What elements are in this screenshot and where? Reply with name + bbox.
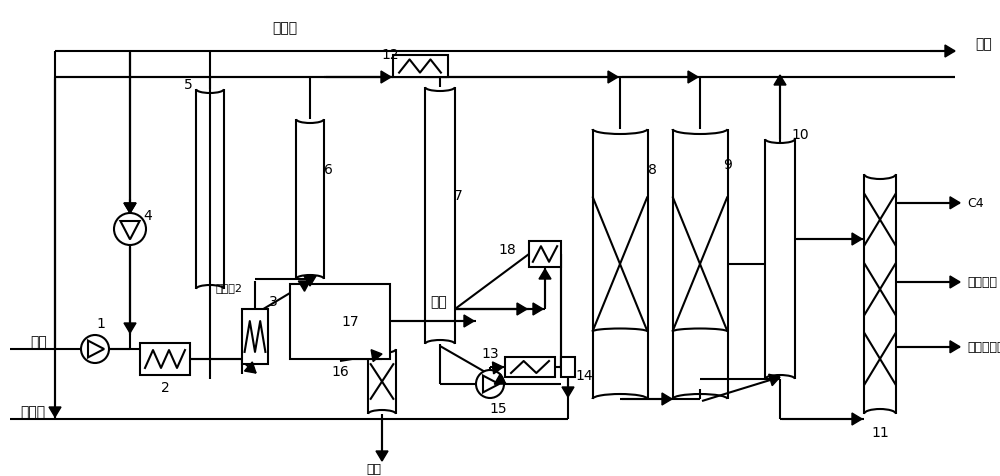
Polygon shape bbox=[950, 277, 960, 288]
Text: 7: 7 bbox=[454, 188, 462, 203]
Text: 1: 1 bbox=[97, 317, 105, 330]
Text: 16: 16 bbox=[331, 364, 349, 378]
Text: 氢气: 氢气 bbox=[430, 294, 447, 308]
Text: 18: 18 bbox=[498, 242, 516, 257]
Polygon shape bbox=[120, 221, 140, 240]
Text: 残渣: 残渣 bbox=[367, 463, 382, 476]
Text: 5: 5 bbox=[184, 78, 192, 92]
Polygon shape bbox=[517, 303, 527, 315]
Circle shape bbox=[476, 370, 504, 398]
Text: 3: 3 bbox=[269, 294, 277, 308]
Text: 10: 10 bbox=[791, 128, 809, 142]
Text: 新氢: 新氢 bbox=[30, 334, 47, 348]
Bar bbox=[290, 284, 390, 359]
Polygon shape bbox=[608, 72, 618, 84]
Polygon shape bbox=[381, 72, 391, 84]
Circle shape bbox=[81, 335, 109, 363]
Text: 2: 2 bbox=[161, 380, 169, 394]
Circle shape bbox=[114, 214, 146, 246]
Bar bbox=[561, 357, 575, 377]
Text: 8: 8 bbox=[648, 163, 656, 177]
Text: 低凝点军柴: 低凝点军柴 bbox=[967, 341, 1000, 354]
Polygon shape bbox=[371, 350, 382, 362]
Text: 14: 14 bbox=[575, 368, 593, 382]
Polygon shape bbox=[245, 362, 256, 373]
Text: 13: 13 bbox=[481, 346, 499, 360]
Text: 4: 4 bbox=[144, 208, 152, 223]
Polygon shape bbox=[950, 198, 960, 209]
Polygon shape bbox=[494, 374, 506, 385]
Polygon shape bbox=[950, 341, 960, 353]
Text: 6: 6 bbox=[324, 163, 332, 177]
Text: 轻质白油: 轻质白油 bbox=[967, 276, 997, 289]
Polygon shape bbox=[945, 46, 955, 58]
Text: 加热炉2: 加热炉2 bbox=[216, 282, 243, 292]
Polygon shape bbox=[124, 323, 136, 333]
Polygon shape bbox=[562, 387, 574, 397]
Text: 11: 11 bbox=[871, 425, 889, 439]
Polygon shape bbox=[492, 362, 503, 374]
Polygon shape bbox=[688, 72, 698, 84]
Polygon shape bbox=[376, 451, 388, 461]
Polygon shape bbox=[464, 315, 474, 327]
Polygon shape bbox=[88, 341, 104, 357]
Text: 尾气: 尾气 bbox=[975, 37, 992, 51]
Text: 17: 17 bbox=[341, 314, 359, 328]
Polygon shape bbox=[662, 393, 672, 405]
Polygon shape bbox=[483, 376, 499, 393]
Polygon shape bbox=[769, 375, 780, 386]
Text: 油煤浆: 油煤浆 bbox=[20, 404, 45, 418]
Polygon shape bbox=[852, 413, 862, 425]
Text: 9: 9 bbox=[724, 158, 732, 172]
Polygon shape bbox=[852, 234, 862, 246]
Polygon shape bbox=[298, 281, 310, 292]
Polygon shape bbox=[124, 204, 136, 214]
Text: C4: C4 bbox=[967, 197, 984, 210]
Bar bbox=[505, 357, 555, 377]
Bar bbox=[242, 309, 268, 364]
Polygon shape bbox=[533, 303, 543, 315]
Polygon shape bbox=[539, 269, 551, 279]
Bar bbox=[529, 241, 561, 268]
Text: 15: 15 bbox=[489, 401, 507, 415]
Bar bbox=[393, 56, 448, 78]
Bar bbox=[140, 343, 190, 375]
Polygon shape bbox=[774, 76, 786, 86]
Polygon shape bbox=[304, 277, 316, 287]
Polygon shape bbox=[124, 204, 136, 214]
Polygon shape bbox=[49, 407, 61, 417]
Text: 循环氢: 循环氢 bbox=[272, 21, 298, 35]
Text: 12: 12 bbox=[381, 48, 399, 62]
